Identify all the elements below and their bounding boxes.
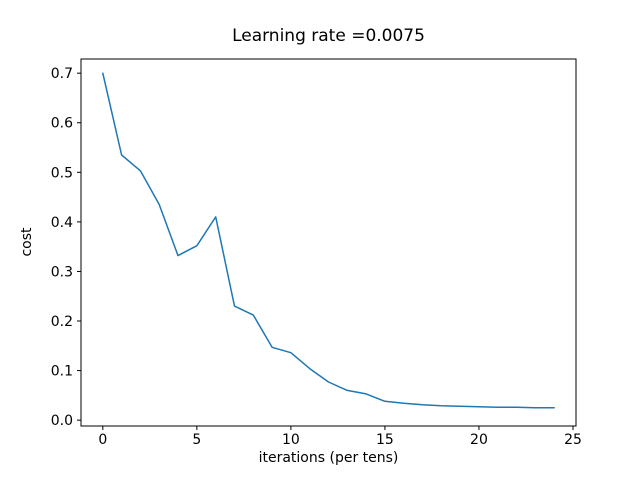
- x-tick-label: 15: [376, 432, 394, 448]
- y-tick-label: 0.2: [51, 314, 73, 330]
- x-axis-label: iterations (per tens): [258, 450, 399, 466]
- x-tick-label: 5: [192, 432, 201, 448]
- x-tick-label: 10: [282, 432, 300, 448]
- y-tick-label: 0.6: [51, 116, 73, 132]
- y-tick-label: 0.3: [51, 264, 73, 280]
- cost-curve: [102, 72, 555, 409]
- x-tick-label: 25: [564, 432, 582, 448]
- y-tick-label: 0.0: [51, 413, 73, 429]
- axes-spines: [80, 58, 577, 427]
- y-tick-label: 0.5: [51, 165, 73, 181]
- x-tick-label: 0: [98, 432, 107, 448]
- y-tick-label: 0.4: [51, 215, 73, 231]
- x-tick-label: 20: [470, 432, 488, 448]
- y-tick-label: 0.7: [51, 66, 73, 82]
- y-tick-label: 0.1: [51, 364, 73, 380]
- chart-title: Learning rate =0.0075: [232, 26, 425, 46]
